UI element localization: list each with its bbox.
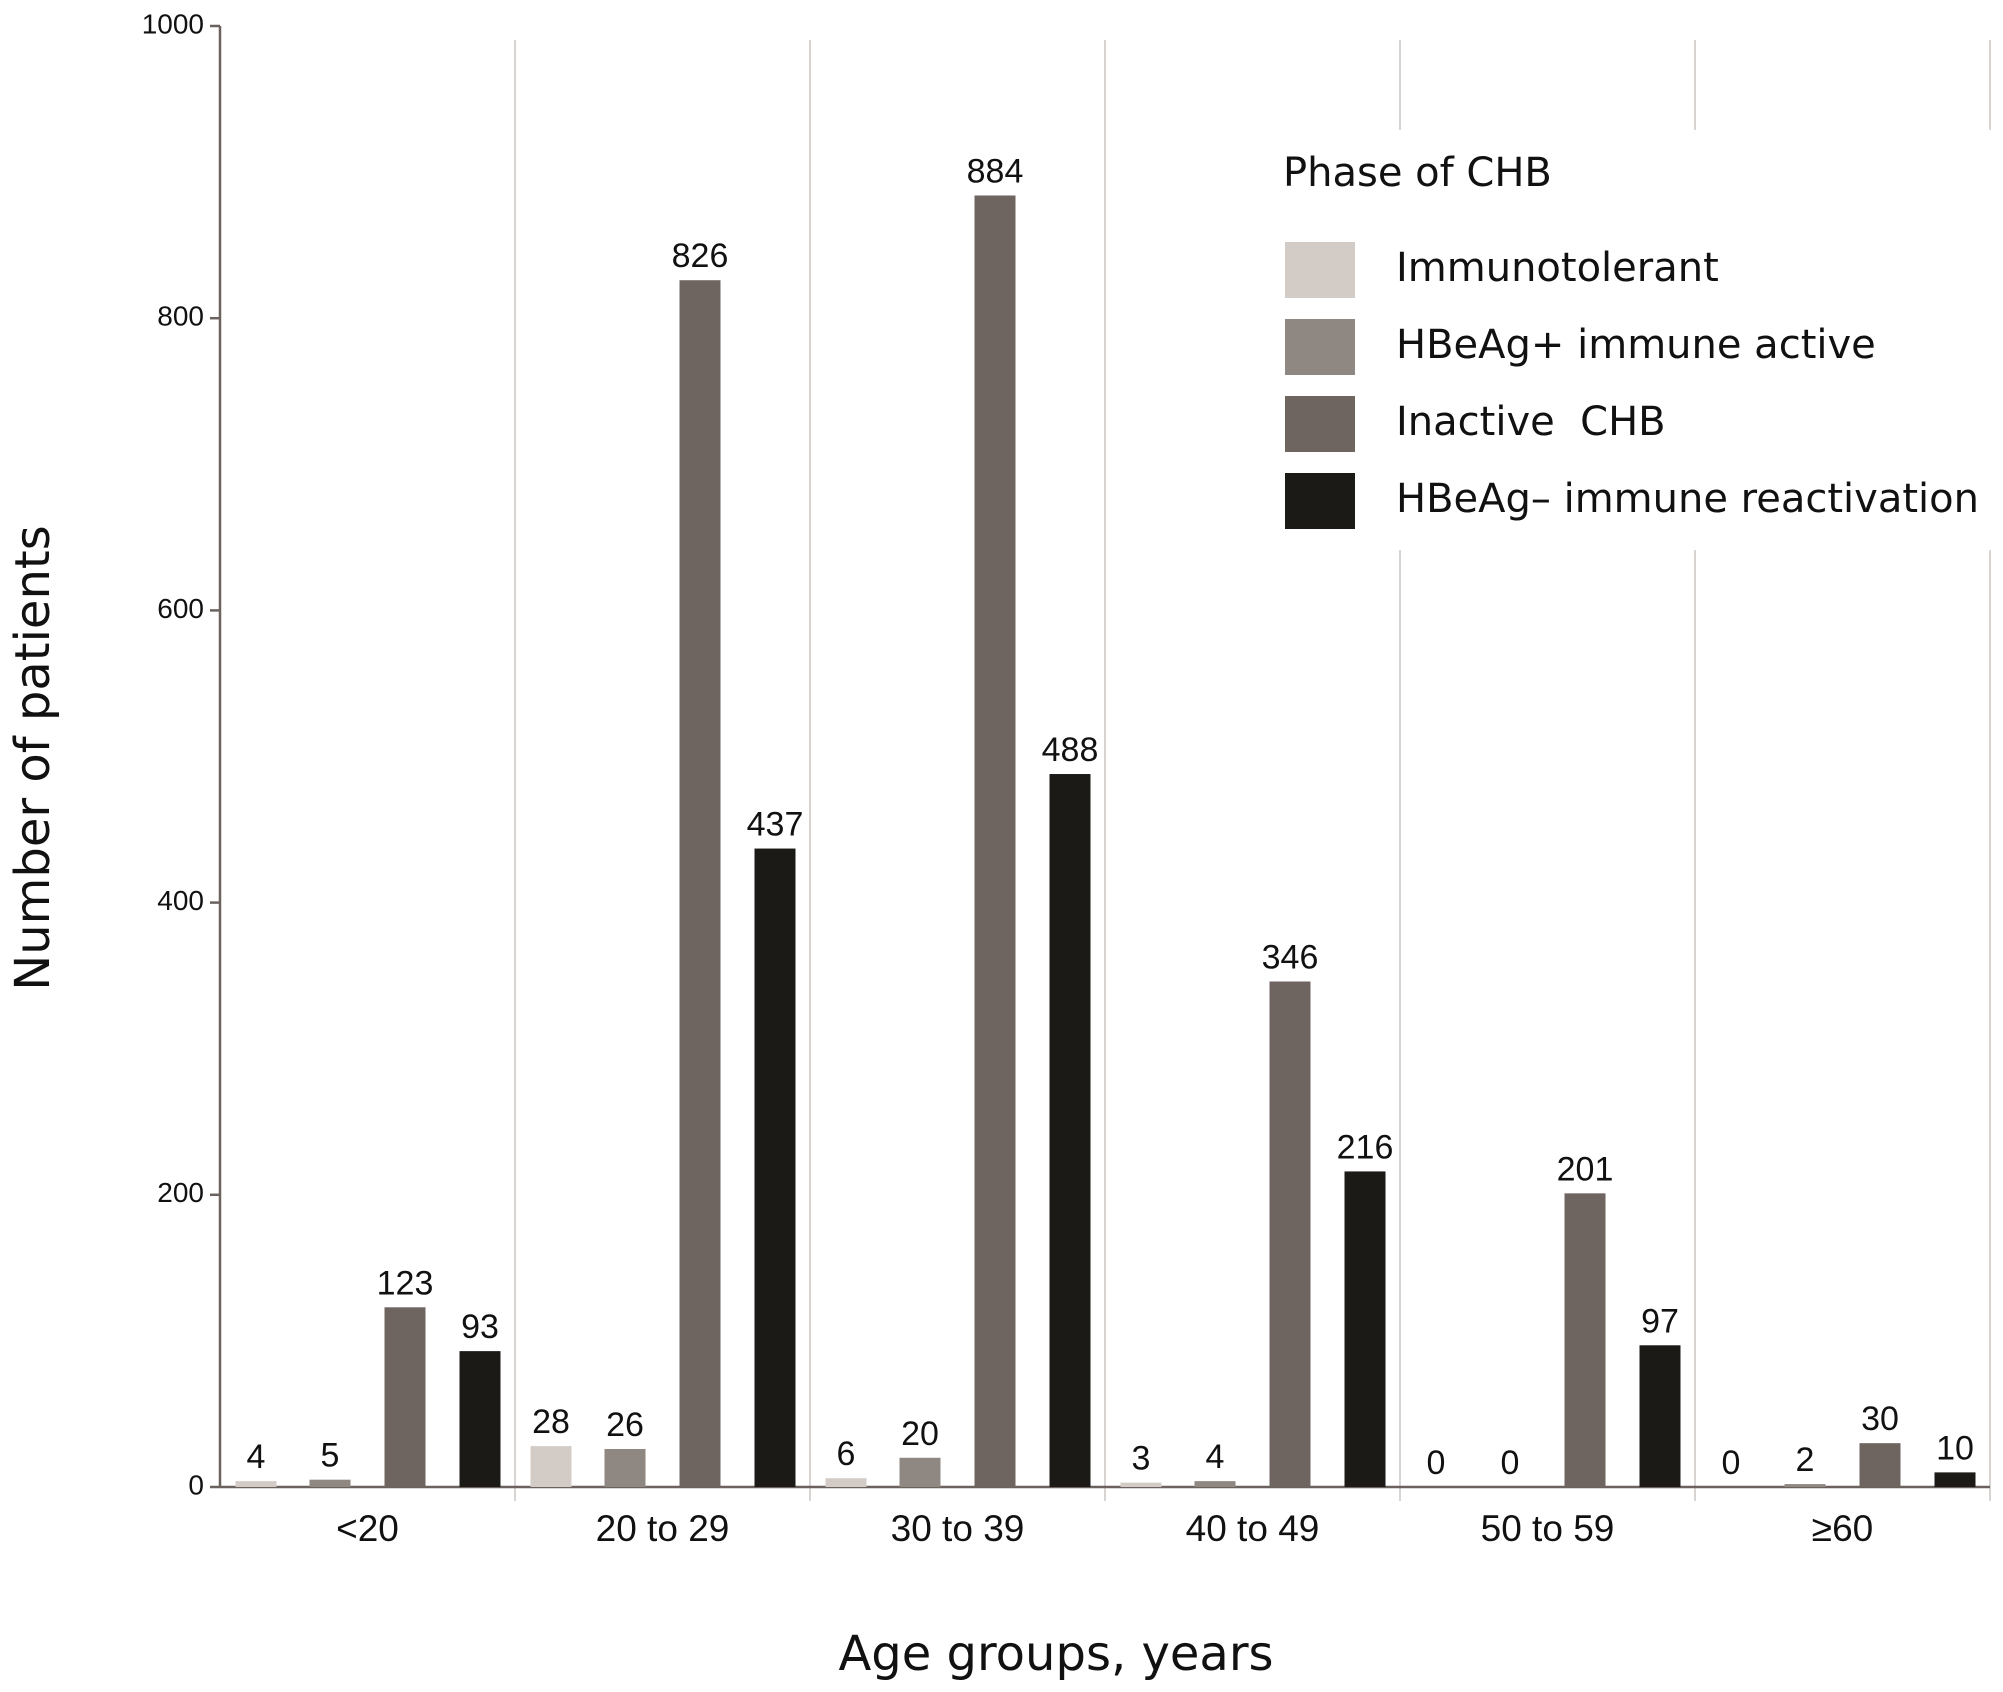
y-tick-label: 600 — [157, 593, 204, 624]
legend-label: HBeAg– immune reactivation — [1396, 476, 1979, 522]
bar — [974, 195, 1016, 1488]
bar — [899, 1457, 941, 1487]
value-label: 30 — [1861, 1400, 1899, 1438]
bar — [1049, 774, 1091, 1487]
value-label: 5 — [321, 1437, 340, 1475]
y-tick-label: 1000 — [142, 8, 204, 39]
bar — [1784, 1484, 1826, 1487]
legend-background — [1255, 130, 1995, 550]
value-label: 0 — [1722, 1444, 1741, 1482]
value-label: 2 — [1796, 1441, 1815, 1479]
value-label: 4 — [247, 1438, 266, 1476]
bar — [1859, 1443, 1901, 1487]
y-tick-label: 200 — [157, 1177, 204, 1208]
bar — [679, 280, 721, 1487]
x-tick-label: 30 to 39 — [891, 1508, 1025, 1549]
x-tick-label: 40 to 49 — [1186, 1508, 1320, 1549]
bar — [1639, 1345, 1681, 1487]
value-label: 201 — [1557, 1150, 1614, 1188]
value-label: 97 — [1641, 1302, 1679, 1340]
value-label: 3 — [1132, 1440, 1151, 1478]
value-label: 437 — [747, 806, 804, 844]
y-tick-label: 0 — [188, 1469, 204, 1500]
legend-swatch — [1285, 319, 1355, 375]
bar — [384, 1307, 426, 1487]
legend-label: Inactive CHB — [1396, 399, 1666, 445]
y-axis-title: Number of patients — [5, 525, 61, 990]
value-label: 0 — [1427, 1444, 1446, 1482]
legend-label: HBeAg+ immune active — [1396, 322, 1876, 368]
legend-swatch — [1285, 396, 1355, 452]
legend-title: Phase of CHB — [1283, 150, 1552, 196]
legend-swatch — [1285, 242, 1355, 298]
bar — [459, 1351, 501, 1487]
bar — [825, 1478, 867, 1487]
x-tick-label: 50 to 59 — [1481, 1508, 1615, 1549]
bar — [1564, 1193, 1606, 1487]
bar — [1269, 981, 1311, 1487]
legend-label: Immunotolerant — [1396, 245, 1719, 291]
value-label: 826 — [672, 237, 729, 275]
value-label: 26 — [606, 1406, 644, 1444]
legend-swatch — [1285, 473, 1355, 529]
bar — [754, 848, 796, 1487]
x-axis-title: Age groups, years — [838, 1626, 1273, 1682]
x-tick-label: ≥60 — [1812, 1508, 1873, 1549]
bar — [530, 1446, 572, 1487]
value-label: 10 — [1936, 1429, 1974, 1467]
value-label: 20 — [901, 1415, 939, 1453]
bar — [1120, 1482, 1162, 1487]
y-tick-label: 400 — [157, 885, 204, 916]
value-label: 28 — [532, 1403, 570, 1441]
bar — [235, 1481, 277, 1487]
bar — [309, 1479, 351, 1487]
y-tick-label: 800 — [157, 301, 204, 332]
bar — [604, 1449, 646, 1487]
value-label: 6 — [837, 1435, 856, 1473]
bar — [1194, 1481, 1236, 1487]
value-label: 884 — [967, 152, 1024, 190]
bar — [1344, 1171, 1386, 1487]
value-label: 4 — [1206, 1438, 1225, 1476]
value-label: 216 — [1337, 1128, 1394, 1166]
x-tick-label: 20 to 29 — [596, 1508, 730, 1549]
value-label: 93 — [461, 1308, 499, 1346]
bar — [1934, 1472, 1976, 1487]
x-tick-label: <20 — [336, 1508, 399, 1549]
value-label: 346 — [1262, 938, 1319, 976]
value-label: 0 — [1501, 1444, 1520, 1482]
value-label: 123 — [377, 1264, 434, 1302]
value-label: 488 — [1042, 731, 1099, 769]
